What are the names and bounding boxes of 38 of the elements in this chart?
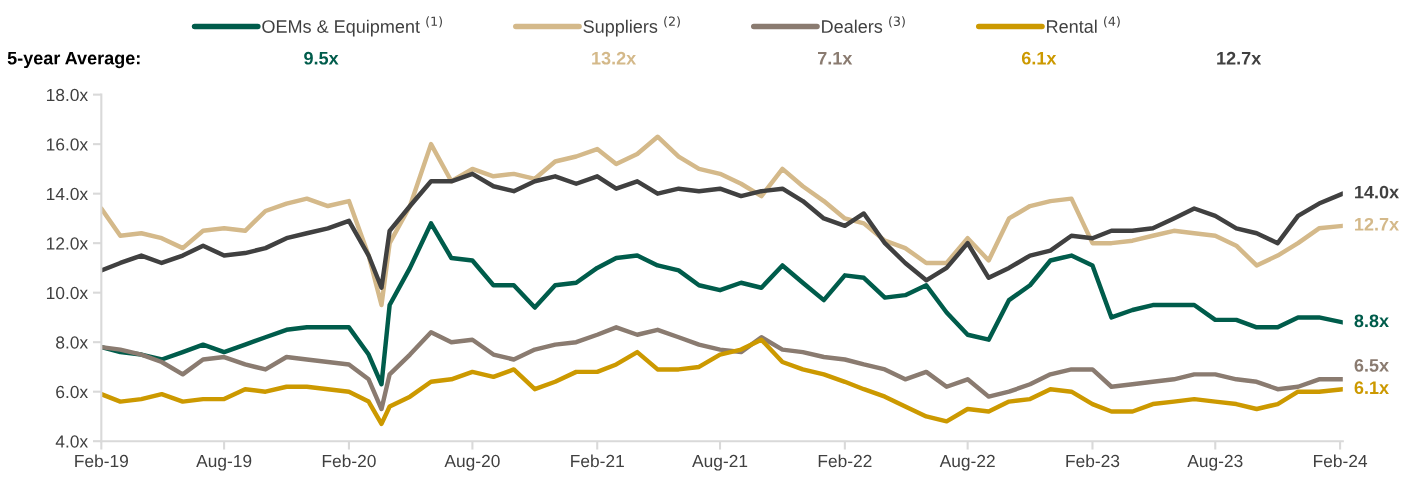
- line-series: [101, 134, 1343, 308]
- text: 7.1x: [818, 52, 853, 65]
- x-tick-label: Feb-21: [571, 454, 624, 468]
- text: 12.7x: [1217, 51, 1262, 65]
- data-label: 6.1x: [1354, 381, 1389, 395]
- y-tick-label: 6.0x: [56, 385, 88, 399]
- text: 13.2x: [592, 51, 637, 65]
- data-label: 8.8x: [1354, 314, 1389, 328]
- x-tick-label: Aug-23: [1187, 454, 1243, 471]
- legend-label: Dealers $^{(3)}$: [822, 16, 905, 33]
- text: 6.1x: [1021, 51, 1057, 65]
- y-tick-label: 4.0x: [55, 435, 88, 448]
- x-tick-label: Aug-19: [196, 454, 252, 471]
- x-tick-label: Aug-22: [939, 454, 995, 471]
- x-tick-label: Aug-21: [692, 454, 748, 471]
- x-tick-label: Feb-24: [1314, 454, 1368, 468]
- legend-label: Suppliers $^{(2)}$: [583, 16, 680, 37]
- y-tick-label: 10.0x: [46, 286, 88, 300]
- line-series: [101, 171, 1343, 290]
- y-tick-label: 12.0x: [46, 237, 88, 250]
- y-tick-label: 16.0x: [46, 138, 88, 151]
- data-label: 12.7x: [1355, 217, 1399, 231]
- legend-label: Rental $^{(4)}$: [1047, 16, 1120, 33]
- data-label: 6.5x: [1354, 359, 1389, 372]
- x-tick-label: Feb-22: [818, 454, 872, 468]
- y-tick-label: 8.0x: [56, 336, 88, 349]
- x-tick-label: Feb-20: [322, 454, 376, 468]
- text: 9.5x: [304, 51, 339, 65]
- x-tick-label: Aug-20: [444, 454, 500, 471]
- x-tick-label: Feb-19: [75, 454, 128, 468]
- y-tick-label: 18.0x: [46, 88, 88, 102]
- line-series: [101, 325, 1343, 412]
- text: 5-year Average:: [7, 51, 140, 69]
- y-tick-label: 14.0x: [46, 187, 88, 201]
- x-tick-label: Feb-23: [1066, 454, 1120, 468]
- legend-label: OEMs & Equipment $^{(1)}$: [262, 16, 442, 37]
- data-label: 14.0x: [1355, 185, 1399, 199]
- line-series: [101, 337, 1343, 427]
